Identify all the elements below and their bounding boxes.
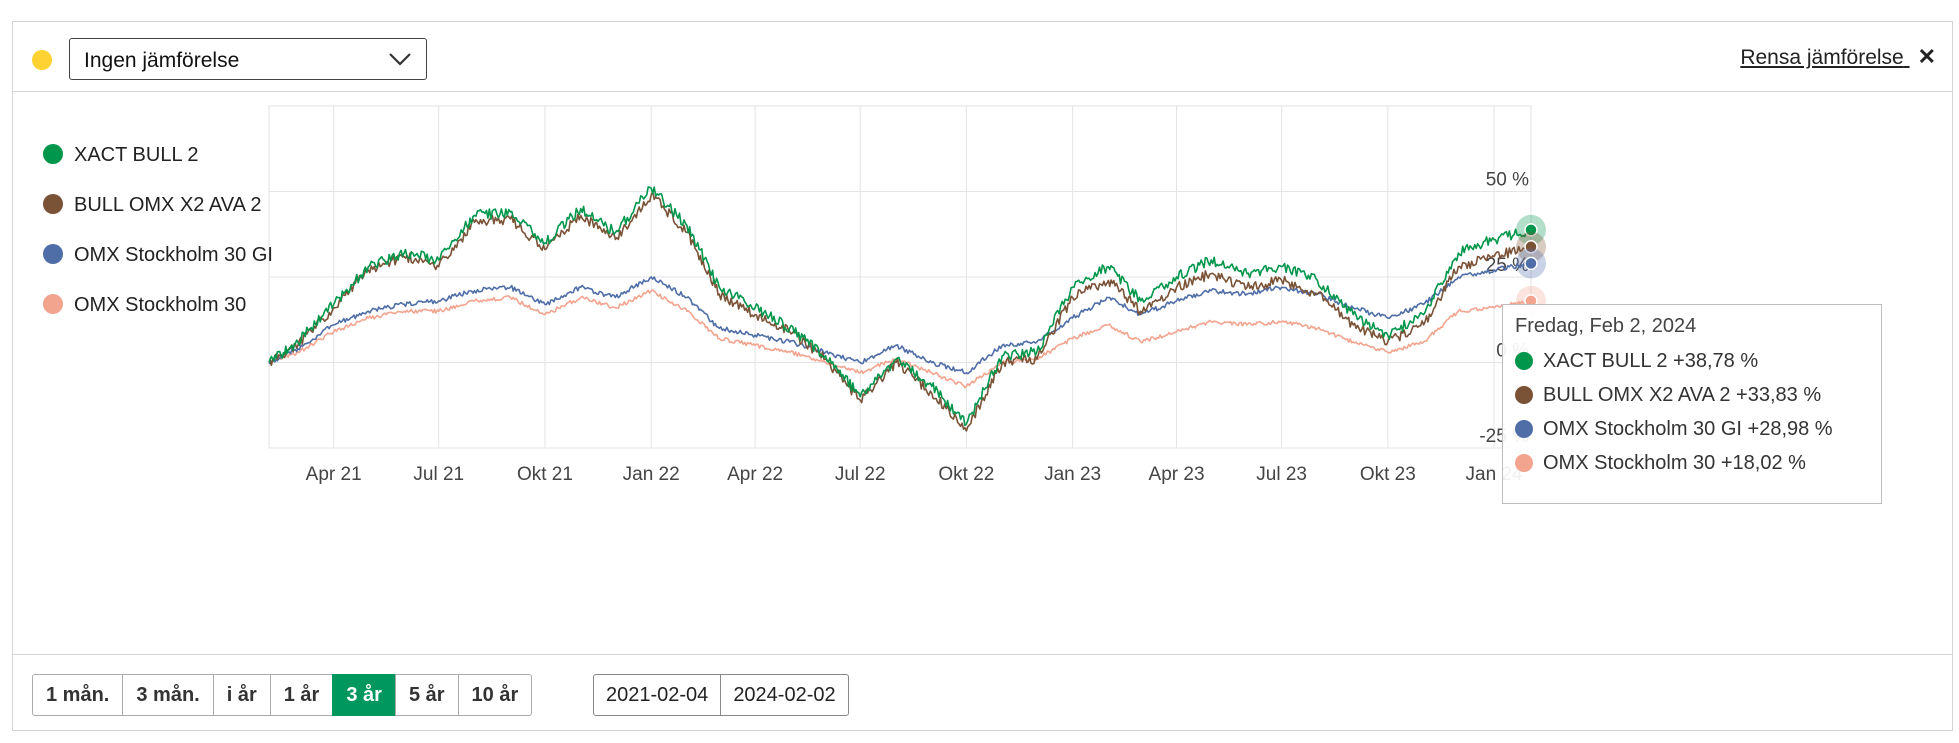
indicator-dot-icon <box>32 50 52 70</box>
x-tick-label: Okt 22 <box>938 464 994 485</box>
tooltip-value: BULL OMX X2 AVA 2 +33,83 % <box>1543 383 1822 406</box>
chart-widget: Ingen jämförelse Rensa jämförelse ✕ Apr … <box>12 21 1953 731</box>
legend-label: OMX Stockholm 30 <box>74 294 247 316</box>
period-selector: 1 mån. 3 mån. i år 1 år 3 år 5 år 10 år <box>32 674 533 716</box>
tooltip-value: OMX Stockholm 30 +18,02 % <box>1543 451 1806 474</box>
period-button[interactable]: 10 år <box>457 674 533 716</box>
chart-tooltip: Fredag, Feb 2, 2024 XACT BULL 2 +38,78 %… <box>1502 304 1882 504</box>
legend-label: BULL OMX X2 AVA 2 <box>74 194 262 216</box>
series-line <box>268 261 1532 375</box>
tooltip-dot-icon <box>1515 386 1533 404</box>
close-icon[interactable]: ✕ <box>1917 44 1936 69</box>
date-to-field[interactable]: 2024-02-02 <box>720 674 849 716</box>
toolbar: Ingen jämförelse Rensa jämförelse ✕ <box>13 22 1952 92</box>
chevron-down-icon <box>389 53 411 66</box>
x-tick-label: Apr 22 <box>727 464 783 485</box>
series-line <box>268 190 1532 432</box>
legend-item[interactable]: BULL OMX X2 AVA 2 <box>43 194 273 244</box>
legend-item[interactable]: XACT BULL 2 <box>43 144 273 194</box>
compare-select-value: Ingen jämförelse <box>84 49 240 72</box>
x-tick-label: Apr 23 <box>1149 464 1205 485</box>
compare-select[interactable]: Ingen jämförelse <box>69 38 427 80</box>
date-range: 2021-02-04 2024-02-02 <box>593 674 849 716</box>
period-button[interactable]: 3 år <box>332 674 396 716</box>
legend-dot-icon <box>43 294 63 314</box>
tooltip-row: BULL OMX X2 AVA 2 +33,83 % <box>1515 378 1869 412</box>
period-button[interactable]: 1 år <box>269 674 334 716</box>
legend-item[interactable]: OMX Stockholm 30 <box>43 294 273 344</box>
legend-item[interactable]: OMX Stockholm 30 GI <box>43 244 273 294</box>
line-chart: Apr 21 Jul 21 Okt 21 Jan 22 Apr 22 Jul 22 Okt … <box>268 105 1546 485</box>
x-tick-label: Jul 21 <box>413 464 464 485</box>
tooltip-row: OMX Stockholm 30 +18,02 % <box>1515 446 1869 480</box>
legend-dot-icon <box>43 144 63 164</box>
series-endpoint-marker <box>1524 240 1538 254</box>
x-tick-label: Jul 23 <box>1256 464 1307 485</box>
tooltip-value: OMX Stockholm 30 GI +28,98 % <box>1543 417 1833 440</box>
range-toolbar: 1 mån. 3 mån. i år 1 år 3 år 5 år 10 år 2021-0… <box>13 654 1952 732</box>
chart-legend: XACT BULL 2 BULL OMX X2 AVA 2 OMX Stockhol… <box>43 144 273 344</box>
legend-dot-icon <box>43 194 63 214</box>
tooltip-dot-icon <box>1515 420 1533 438</box>
x-tick-label: Apr 21 <box>306 464 362 485</box>
tooltip-value: XACT BULL 2 +38,78 % <box>1543 349 1759 372</box>
y-tick-label: 50 % <box>1486 170 1529 191</box>
period-button[interactable]: 3 mån. <box>122 674 214 716</box>
x-tick-label: Okt 23 <box>1360 464 1416 485</box>
tooltip-row: XACT BULL 2 +38,78 % <box>1515 344 1869 378</box>
series-endpoint-marker <box>1524 256 1538 271</box>
tooltip-dot-icon <box>1515 352 1533 370</box>
series-endpoint-marker <box>1524 223 1538 237</box>
tooltip-date: Fredag, Feb 2, 2024 <box>1515 315 1697 337</box>
x-tick-label: Jul 22 <box>835 464 886 485</box>
legend-label: OMX Stockholm 30 GI <box>74 244 273 266</box>
series-line <box>268 186 1532 427</box>
clear-comparison-label: Rensa jämförelse <box>1740 46 1904 69</box>
x-tick-label: Jan 22 <box>623 464 680 485</box>
date-from-field[interactable]: 2021-02-04 <box>593 674 722 716</box>
period-button[interactable]: i år <box>212 674 271 716</box>
period-button[interactable]: 5 år <box>394 674 459 716</box>
x-tick-label: Jan 23 <box>1044 464 1101 485</box>
legend-dot-icon <box>43 244 63 264</box>
clear-comparison-link[interactable]: Rensa jämförelse ✕ <box>1740 44 1936 70</box>
period-button[interactable]: 1 mån. <box>32 674 124 716</box>
x-tick-label: Okt 21 <box>517 464 573 485</box>
tooltip-dot-icon <box>1515 454 1533 472</box>
legend-label: XACT BULL 2 <box>74 144 199 166</box>
tooltip-row: OMX Stockholm 30 GI +28,98 % <box>1515 412 1869 446</box>
